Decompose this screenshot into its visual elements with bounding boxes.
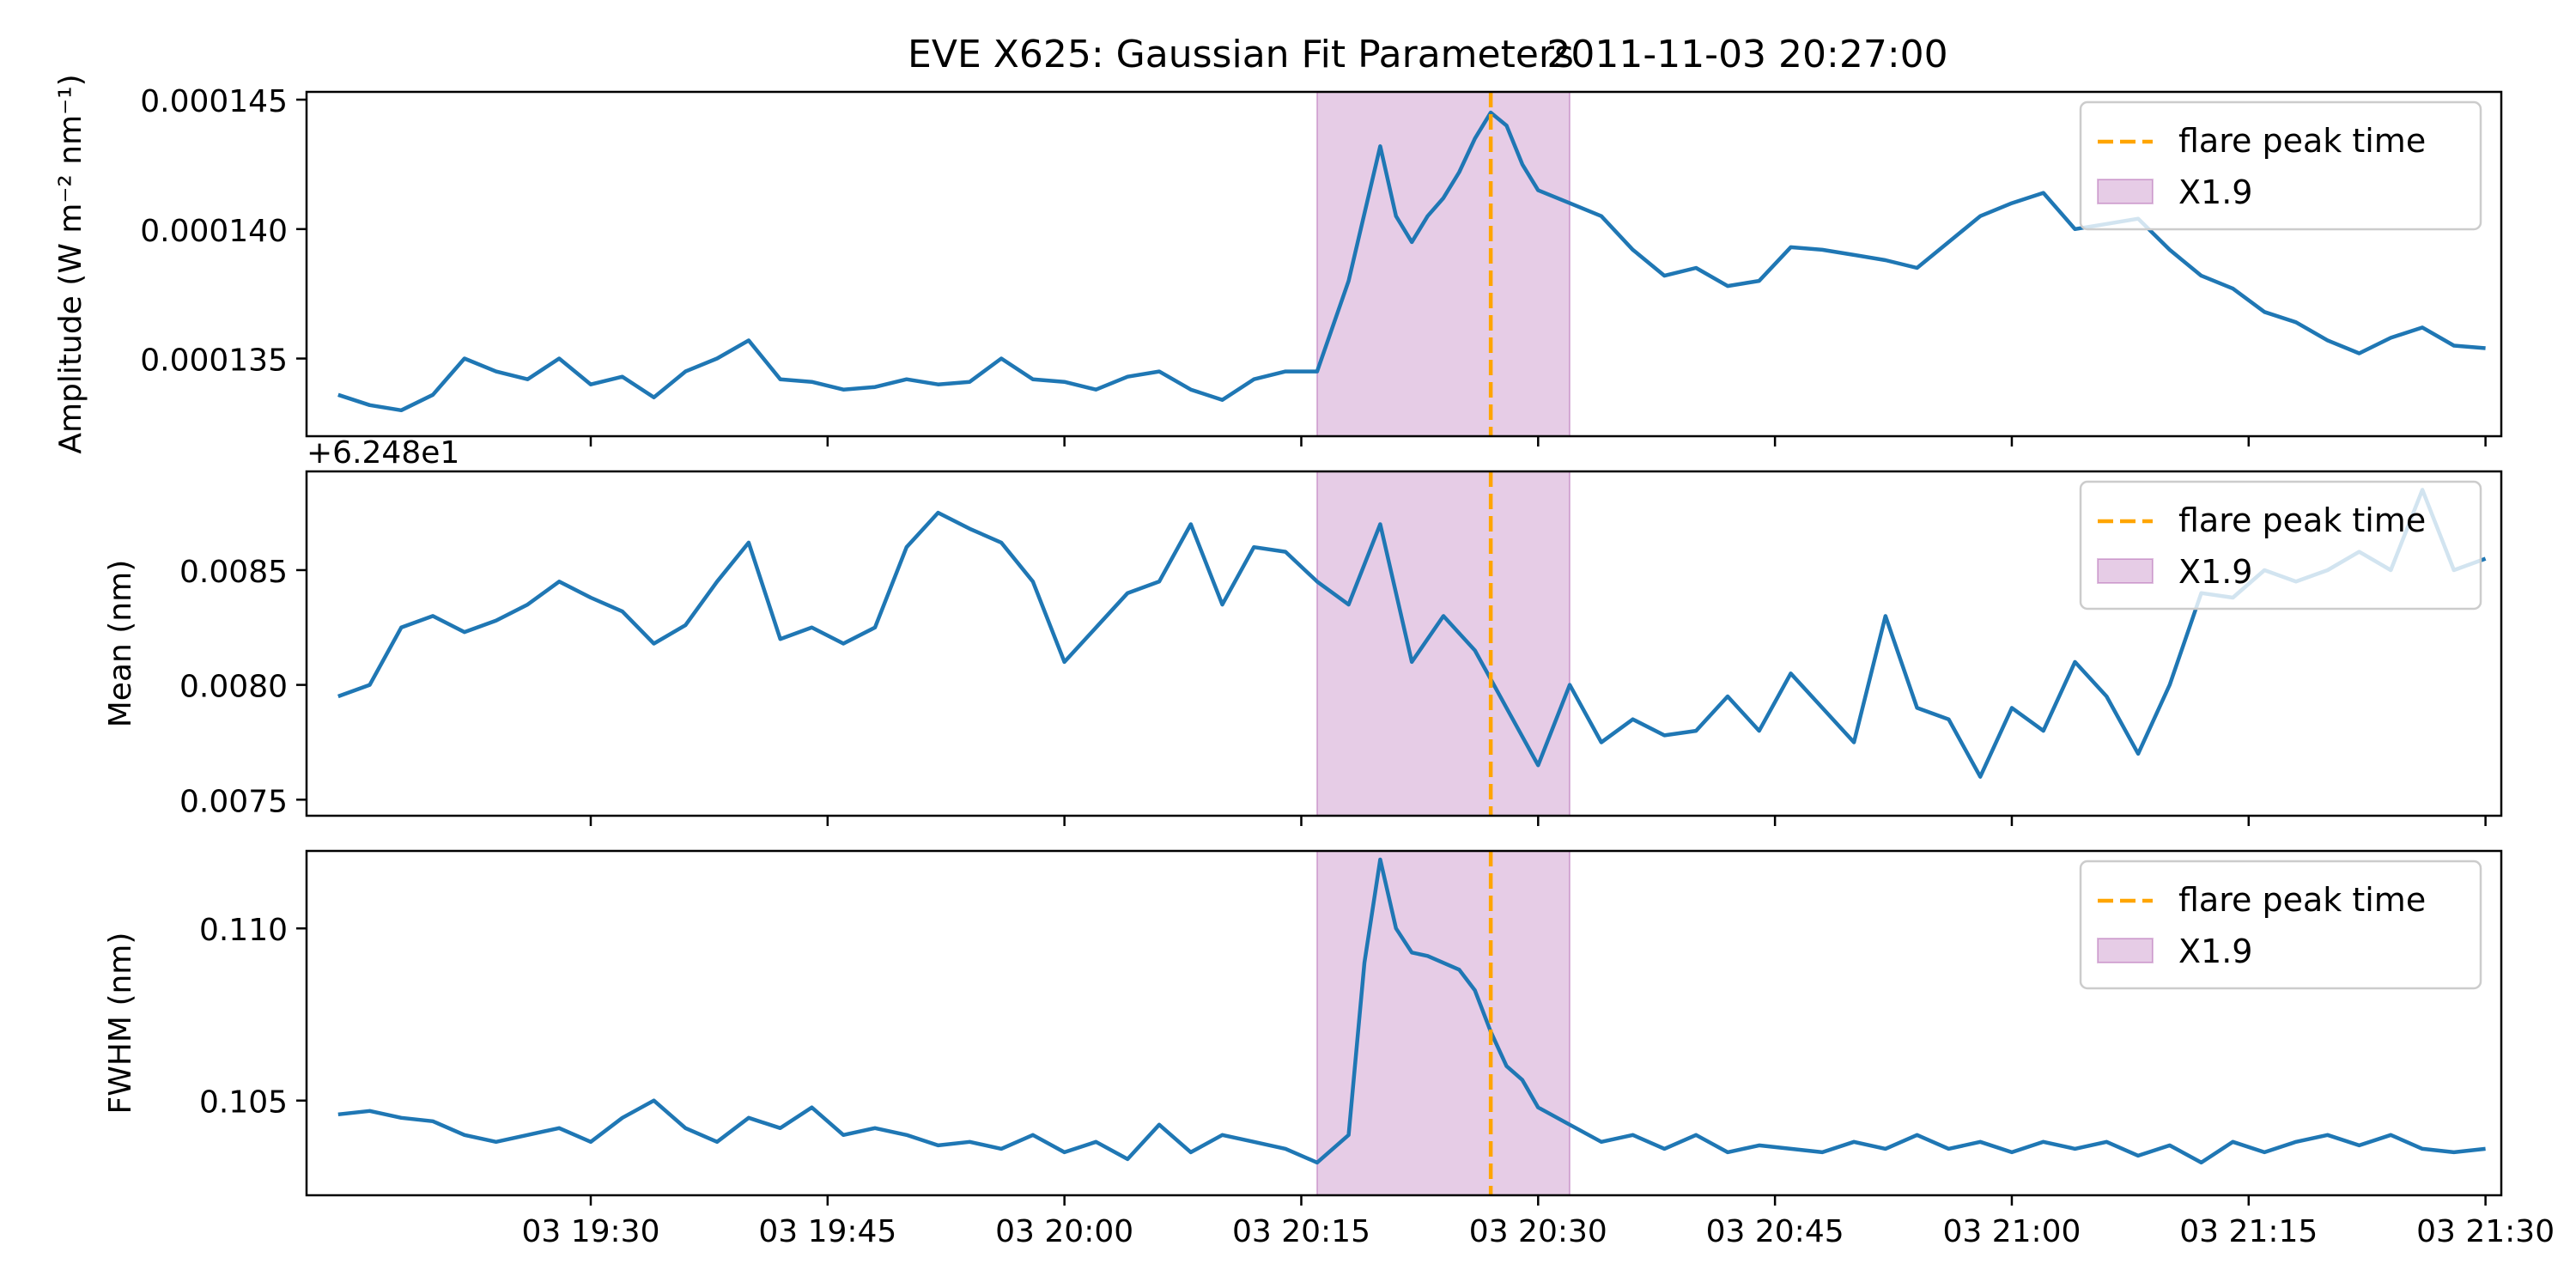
flare-band [1316, 92, 1571, 436]
y-tick-label: 0.105 [199, 1085, 288, 1121]
axes-frame [305, 470, 2503, 817]
x-tick-label: 03 20:30 [1469, 1214, 1607, 1249]
legend: flare peak time X1.9 [2079, 100, 2482, 231]
y-tick-label: 0.000145 [140, 84, 288, 119]
legend-band-label: X1.9 [2178, 553, 2252, 591]
legend: flare peak time X1.9 [2079, 480, 2482, 611]
y-tick-label: 0.110 [199, 913, 288, 948]
axes-frame [305, 849, 2503, 1197]
legend-band-swatch [2097, 938, 2154, 963]
subplot-1: 0.000135 0.000140 0.000145 Amplitude (W m⁻²… [53, 74, 2503, 454]
legend-band-swatch [2097, 179, 2154, 204]
x-tick-label: 03 19:45 [758, 1214, 896, 1249]
series-line [337, 857, 2486, 1165]
figure-title: EVE X625: Gaussian Fit Parameters [908, 33, 1574, 76]
x-tick-label: 03 19:30 [521, 1214, 659, 1249]
x-tick-label: 03 21:00 [1942, 1214, 2081, 1249]
series-line [337, 488, 2487, 779]
legend-box [2079, 860, 2482, 990]
y-axis-label: Amplitude (W m⁻² nm⁻¹) [53, 74, 88, 453]
legend: flare peak time X1.9 [2079, 860, 2482, 990]
legend-flare-label: flare peak time [2178, 501, 2426, 539]
figure-timestamp: 2011-11-03 20:27:00 [1546, 33, 1947, 76]
axes-frame [305, 90, 2503, 438]
x-tick-label: 03 21:30 [2416, 1214, 2555, 1249]
legend-flare-label: flare peak time [2178, 122, 2426, 160]
subplot-2: 0.0075 0.0080 0.0085 Mean (nm) +6.248e1 flare… [103, 435, 2503, 826]
x-tick-label: 03 20:45 [1706, 1214, 1844, 1249]
y-tick-label: 0.0085 [179, 555, 288, 590]
y-offset-text: +6.248e1 [307, 435, 459, 471]
legend-box [2079, 480, 2482, 611]
x-tick-label: 03 20:15 [1232, 1214, 1370, 1249]
subplot-3: 0.105 0.110 03 19:30 03 19:45 03 20:00 03 20:… [103, 849, 2555, 1249]
legend-band-label: X1.9 [2178, 173, 2252, 211]
y-axis-label: Mean (nm) [103, 560, 138, 728]
y-tick-label: 0.0075 [179, 784, 288, 819]
y-tick-label: 0.000140 [140, 214, 288, 249]
legend-band-swatch [2097, 558, 2154, 584]
x-tick-label: 03 21:15 [2179, 1214, 2318, 1249]
flare-band [1316, 471, 1571, 816]
legend-band-label: X1.9 [2178, 933, 2252, 970]
x-tick-label: 03 20:00 [995, 1214, 1133, 1249]
y-tick-label: 0.0080 [179, 670, 288, 705]
legend-flare-label: flare peak time [2178, 881, 2426, 919]
legend-box [2079, 100, 2482, 231]
y-tick-label: 0.000135 [140, 343, 288, 379]
y-axis-label: FWHM (nm) [103, 933, 138, 1115]
flare-band [1316, 851, 1571, 1195]
